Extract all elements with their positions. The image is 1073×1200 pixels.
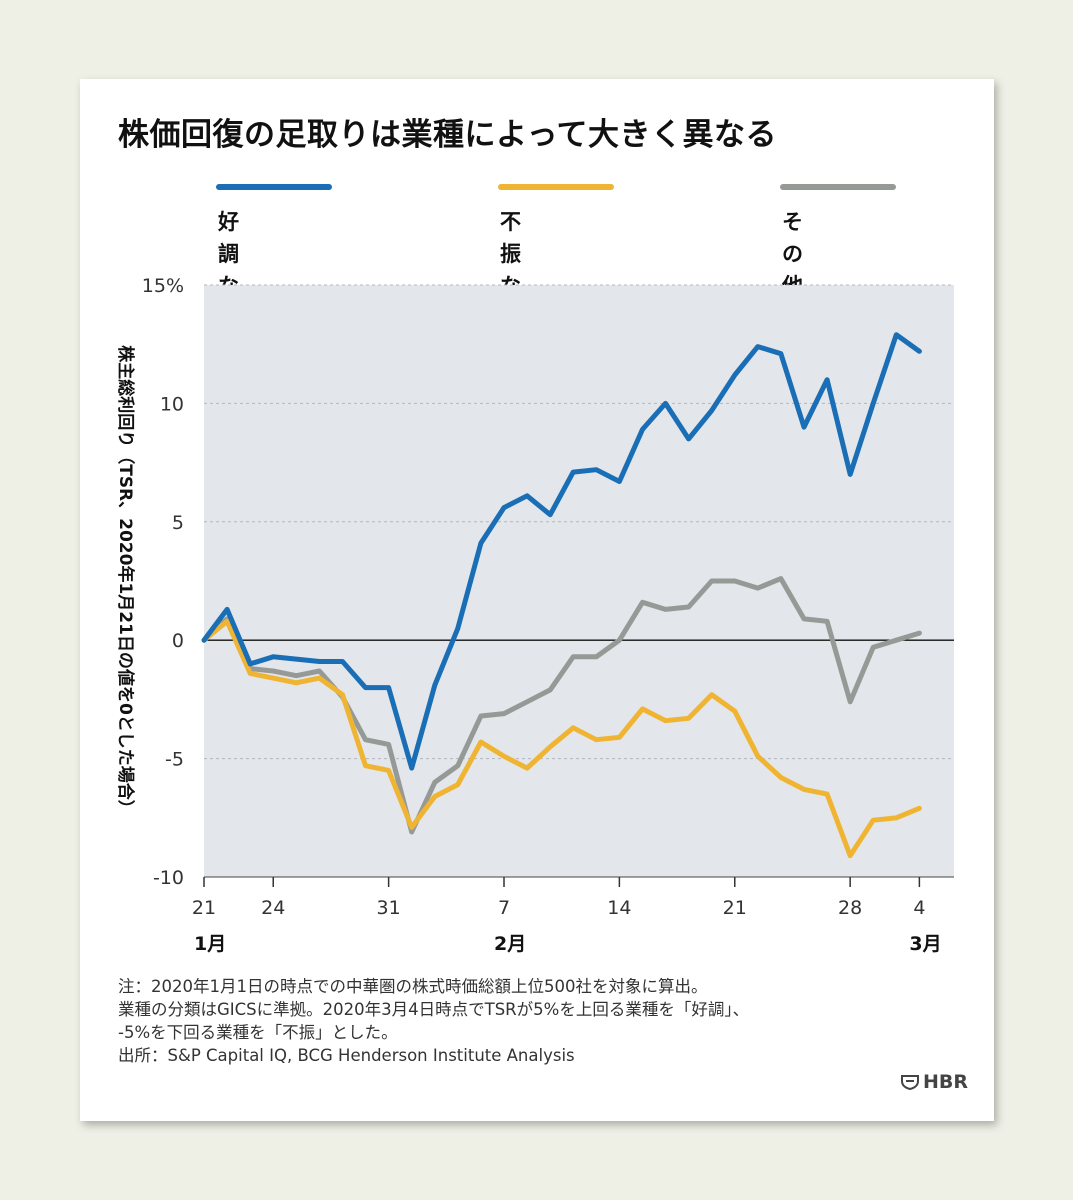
- chart-title: 株価回復の足取りは業種によって大きく異なる: [118, 117, 778, 153]
- source-line: 出所：S&P Capital IQ, BCG Henderson Institu…: [118, 1046, 575, 1065]
- x-tick-label: 4: [913, 897, 925, 919]
- legend-swatch-good: [216, 184, 332, 190]
- line-chart: 15% 10 5 0 -5 -10 21 24 31 7 14 21 28 4 株主総利回り（TSR、202…: [115, 275, 954, 919]
- note-line: 業種の分類はGICSに準拠。2020年3月4日時点でTSRが5%を上回る業種を「…: [118, 1000, 750, 1019]
- x-tick-label: 21: [723, 897, 747, 919]
- legend-swatch-other: [780, 184, 896, 190]
- y-tick-label: 0: [172, 630, 184, 652]
- series-line-poor: [201, 618, 922, 859]
- note-line: -5%を下回る業種を「不振」とした。: [118, 1023, 398, 1042]
- y-tick-label: 10: [160, 393, 184, 415]
- x-tick-label: 24: [261, 897, 285, 919]
- x-tick-label: 14: [607, 897, 631, 919]
- x-tick-label: 7: [498, 897, 510, 919]
- y-tick-label: -5: [165, 749, 184, 771]
- series-line-other: [201, 576, 922, 835]
- chart-notes: 注：2020年1月1日の時点での中華圏の株式時価総額上位500社を対象に算出。 …: [118, 975, 958, 1067]
- series-line-good: [201, 332, 922, 771]
- y-tick-label: 15%: [142, 275, 184, 297]
- logo-text: HBR: [922, 1071, 968, 1093]
- x-tick-label: 21: [192, 897, 216, 919]
- chart-card: 株価回復の足取りは業種によって大きく異なる 好調な業種 不振な業種 その他の す…: [80, 79, 994, 1121]
- month-label-jan: 1月: [194, 933, 227, 955]
- y-tick-label: -10: [153, 867, 184, 889]
- legend-swatch-poor: [498, 184, 614, 190]
- note-line: 注：2020年1月1日の時点での中華圏の株式時価総額上位500社を対象に算出。: [118, 977, 708, 996]
- shield-icon: [900, 1075, 919, 1090]
- x-tick-label: 28: [838, 897, 862, 919]
- hbr-logo: HBR: [900, 1071, 968, 1093]
- plot-background: [204, 285, 954, 877]
- x-tick-label: 31: [377, 897, 401, 919]
- y-tick-label: 5: [172, 512, 184, 534]
- month-label-feb: 2月: [494, 933, 527, 955]
- month-label-mar: 3月: [909, 933, 942, 955]
- y-axis-label: 株主総利回り（TSR、2020年1月21日の値を0とした場合）: [115, 345, 136, 817]
